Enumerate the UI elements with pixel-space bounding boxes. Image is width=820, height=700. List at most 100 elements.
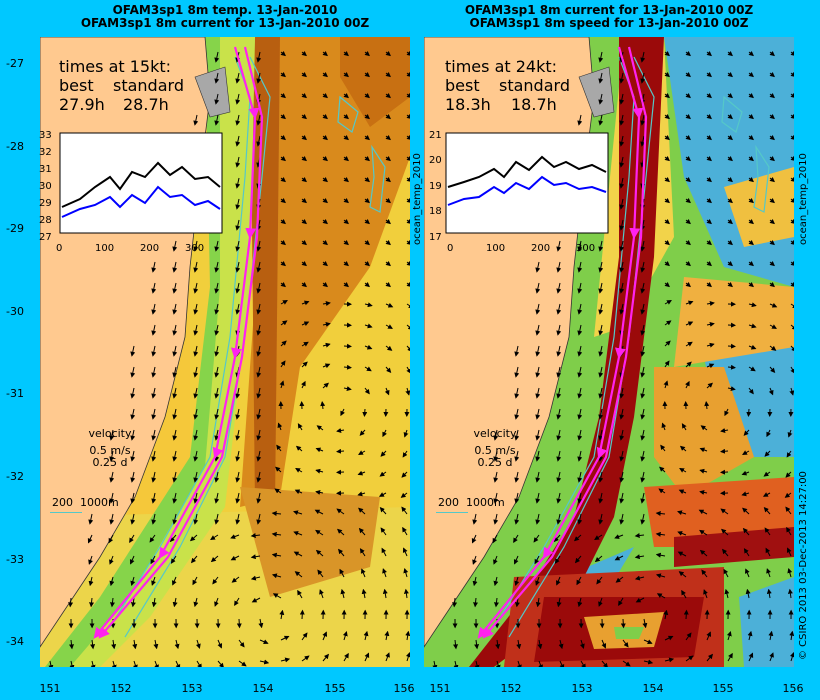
- current-vector: [538, 660, 543, 667]
- current-vector: [236, 618, 242, 629]
- current-vector: [343, 198, 349, 204]
- current-vector: [342, 631, 348, 641]
- current-vector: [406, 366, 410, 374]
- current-vector: [474, 639, 480, 650]
- current-vector: [706, 72, 712, 78]
- current-vector: [681, 423, 687, 431]
- current-vector: [280, 177, 286, 183]
- current-vector: [720, 448, 729, 454]
- current-vector: [339, 568, 345, 578]
- current-vector: [598, 72, 604, 84]
- current-vector: [787, 567, 793, 578]
- current-vector: [358, 450, 366, 455]
- current-vector: [685, 72, 691, 78]
- inset-best-line: [61, 161, 221, 208]
- current-vector: [655, 573, 666, 579]
- current-vector: [301, 380, 306, 389]
- current-vector: [790, 261, 794, 267]
- current-vector: [316, 425, 324, 431]
- current-vector: [660, 444, 666, 452]
- current-vector: [620, 618, 626, 629]
- left-times-heading: times at 15kt:: [59, 57, 172, 76]
- current-vector: [385, 652, 390, 662]
- current-vector: [322, 301, 331, 306]
- current-vector: [681, 589, 687, 599]
- current-vector: [258, 618, 264, 629]
- current-vector: [363, 630, 369, 641]
- current-vector: [217, 639, 223, 649]
- current-vector: [473, 597, 479, 608]
- current-vector: [699, 529, 708, 536]
- current-vector: [786, 526, 792, 536]
- current-vector: [322, 72, 328, 78]
- current-vector: [280, 156, 286, 162]
- current-vector: [748, 323, 757, 329]
- current-vector: [619, 72, 625, 84]
- current-vector: [790, 303, 794, 309]
- current-vector: [663, 380, 669, 389]
- current-vector: [727, 114, 733, 120]
- current-vector: [406, 324, 410, 331]
- current-vector: [601, 660, 609, 667]
- left-velocity-legend: velocity 0.5 m/s 0.25 d: [80, 428, 140, 469]
- current-vector: [256, 72, 262, 84]
- current-vector: [297, 423, 303, 431]
- inset-ytick: 27: [39, 232, 52, 243]
- current-vector: [769, 345, 777, 351]
- current-vector: [664, 261, 670, 267]
- current-vector: [405, 387, 410, 396]
- current-vector: [748, 93, 754, 99]
- current-vector: [301, 632, 308, 641]
- inset-ytick: 31: [39, 164, 52, 175]
- current-vector: [622, 660, 631, 667]
- current-vector: [748, 344, 757, 350]
- current-vector: [664, 240, 670, 246]
- current-vector: [769, 366, 776, 374]
- current-vector: [280, 360, 286, 368]
- current-vector: [405, 652, 410, 662]
- current-vector: [768, 630, 774, 641]
- current-vector: [111, 660, 117, 667]
- current-vector: [744, 568, 750, 578]
- current-vector: [322, 135, 328, 141]
- current-vector: [301, 300, 310, 306]
- current-vector: [343, 386, 352, 392]
- left-standard-label: standard: [113, 76, 184, 95]
- current-vector: [766, 588, 772, 599]
- lat-tick: -34: [6, 635, 24, 648]
- inset-ytick: 21: [429, 130, 442, 141]
- speed-map: [424, 37, 794, 667]
- current-vector: [664, 198, 670, 204]
- current-vector: [337, 528, 345, 536]
- current-vector: [432, 660, 438, 667]
- current-vector: [195, 639, 201, 649]
- current-vector: [664, 177, 670, 183]
- current-vector: [727, 177, 733, 183]
- left-best-label: best: [59, 76, 94, 95]
- current-vector: [656, 593, 666, 599]
- current-vector: [721, 528, 729, 536]
- current-vector: [385, 261, 391, 267]
- current-vector: [362, 408, 368, 417]
- current-vector: [406, 282, 410, 288]
- current-vector: [769, 324, 777, 329]
- current-vector: [301, 114, 307, 120]
- current-vector: [769, 72, 775, 78]
- current-vector: [359, 548, 366, 557]
- lon-tick: 153: [181, 682, 203, 695]
- current-vector: [322, 93, 328, 99]
- current-vector: [280, 300, 288, 305]
- current-vector: [769, 282, 775, 288]
- current-vector: [787, 429, 793, 438]
- current-vector: [87, 534, 93, 544]
- current-vector: [196, 660, 202, 667]
- current-vector: [727, 282, 733, 288]
- current-vector: [785, 471, 792, 478]
- current-vector: [790, 93, 794, 99]
- current-vector: [406, 198, 410, 204]
- current-vector: [664, 635, 674, 641]
- current-vector: [385, 366, 392, 374]
- current-vector: [343, 51, 349, 57]
- current-vector: [748, 282, 754, 288]
- current-vector: [280, 635, 290, 641]
